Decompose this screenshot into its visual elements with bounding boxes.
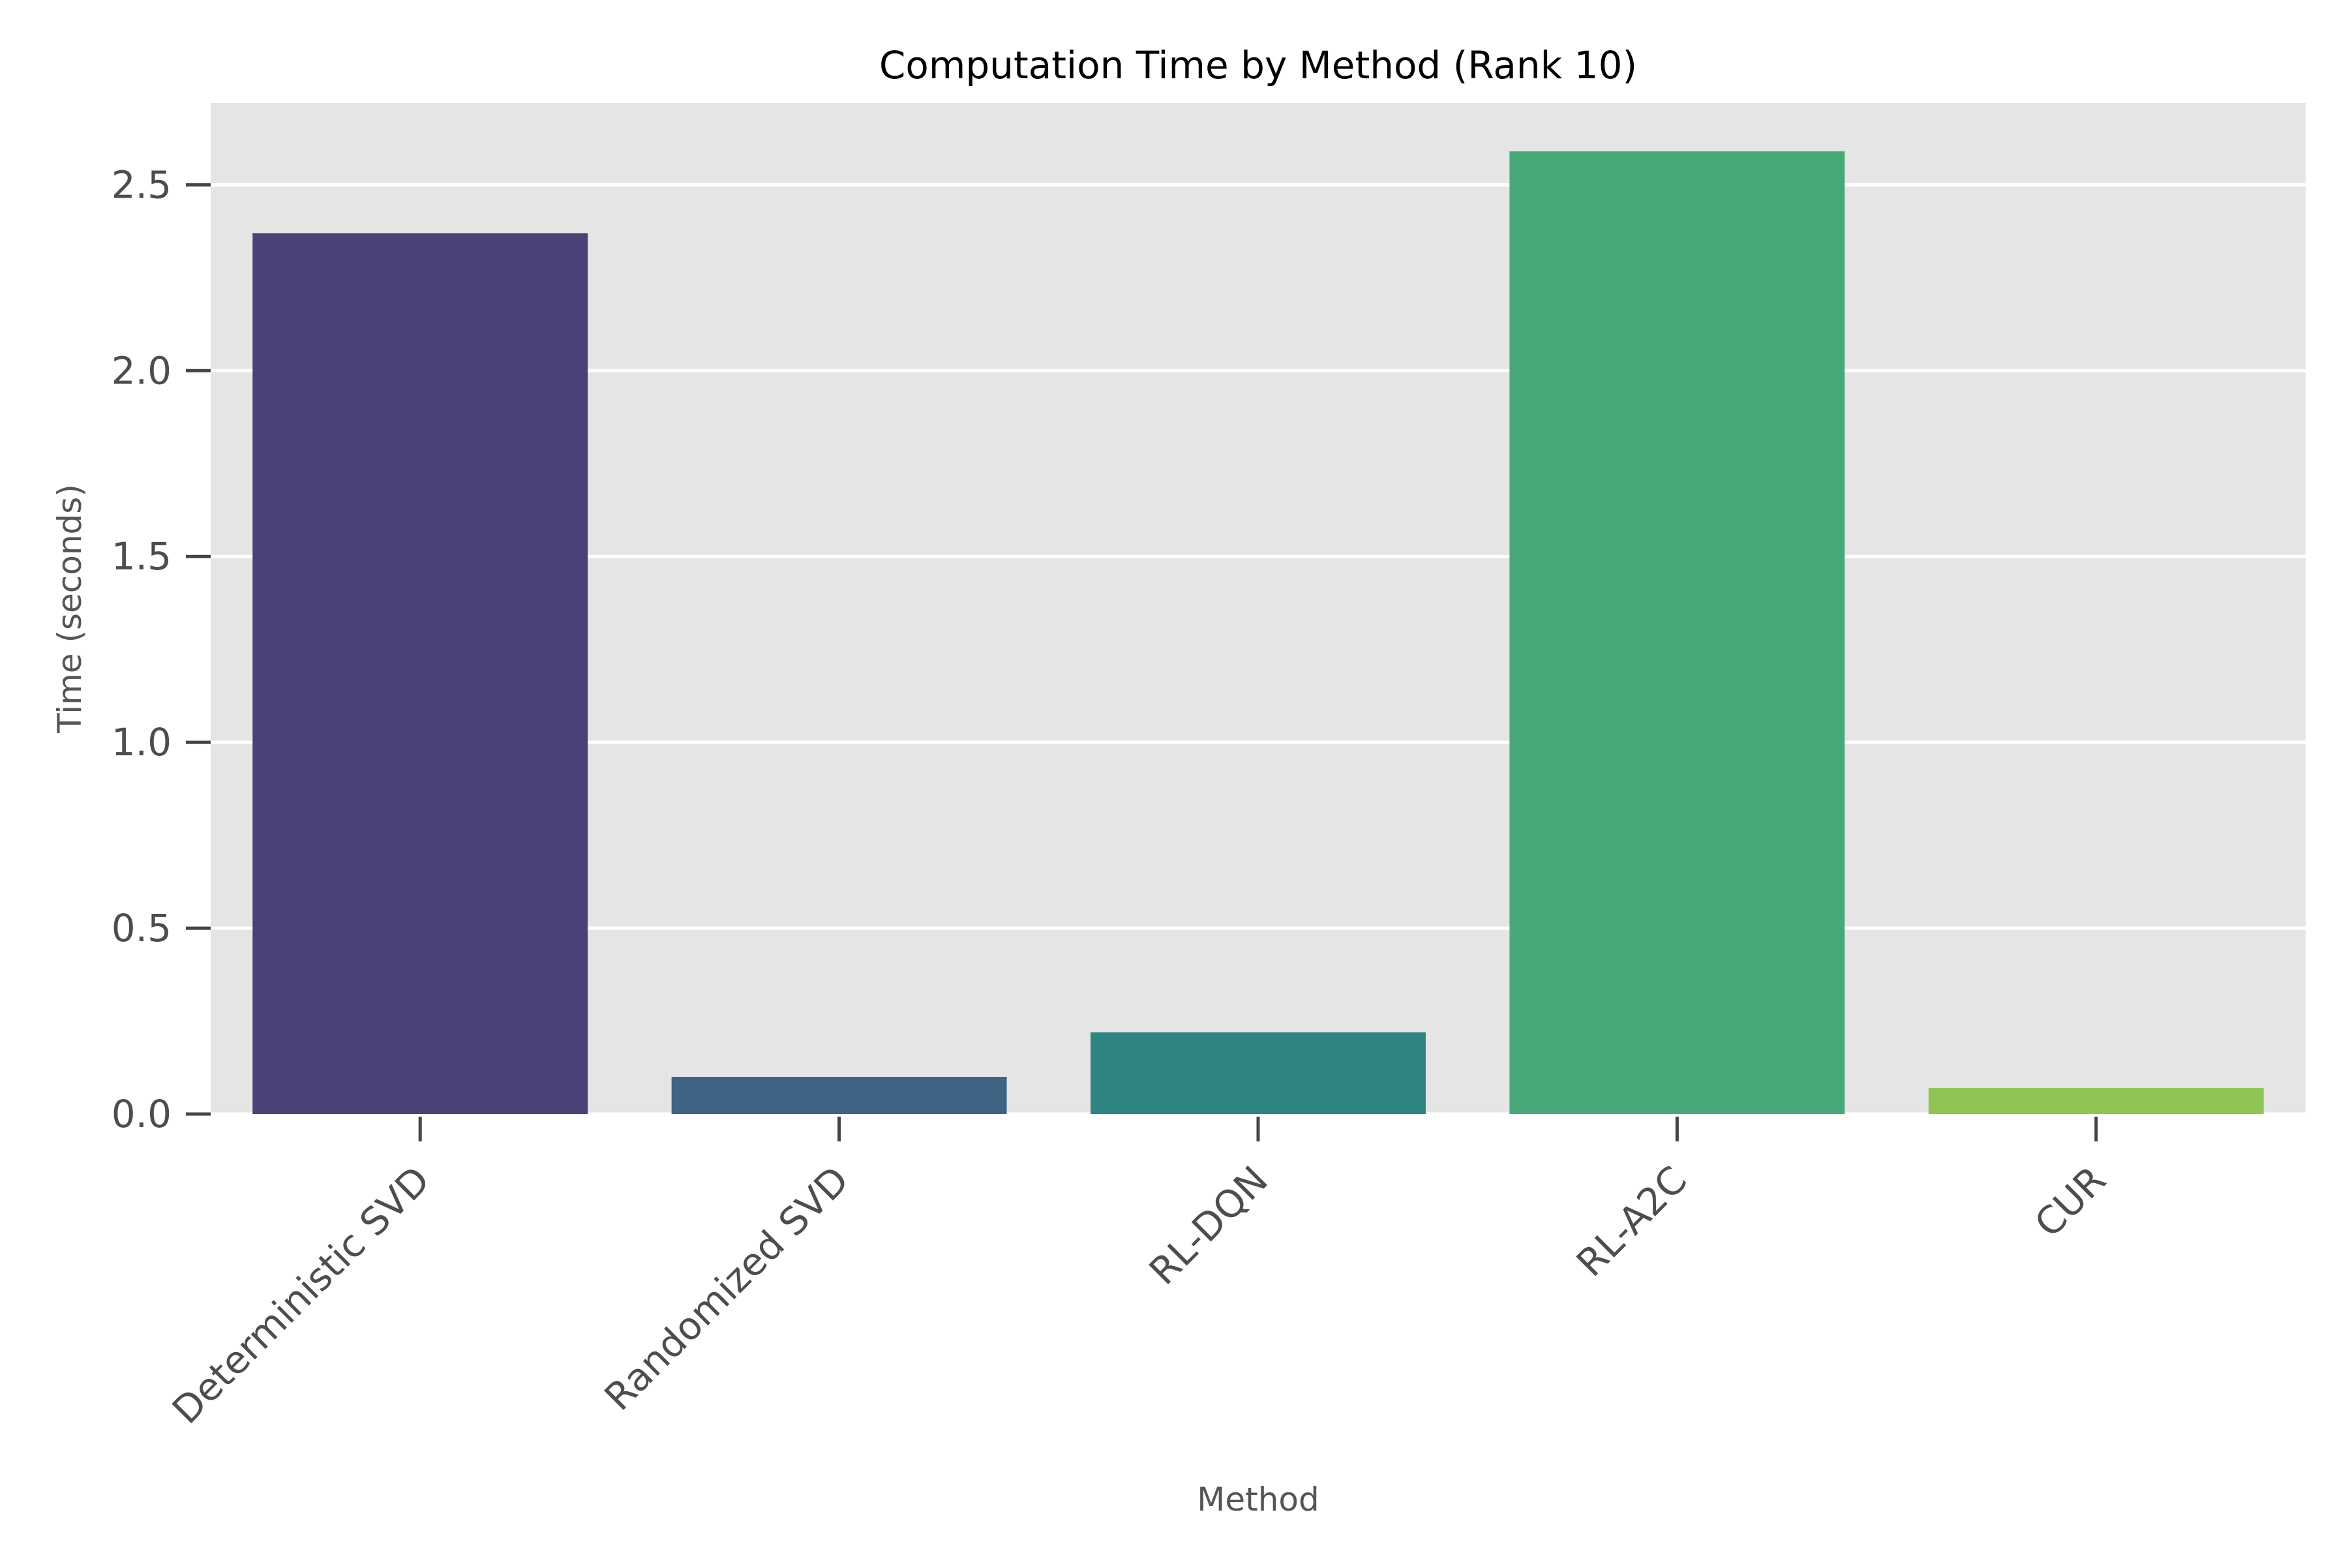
y-axis: 0.0 0.5 1.0 1.5 2.0 2.5 <box>112 162 211 1136</box>
bar <box>1509 151 1845 1114</box>
y-tick-label: 2.5 <box>112 162 172 207</box>
x-axis: Deterministic SVD Randomized SVD RL-DQN RL-… <box>164 1117 2115 1432</box>
x-tick-label: Deterministic SVD <box>164 1158 438 1432</box>
y-tick-label: 1.5 <box>112 534 172 579</box>
x-tick-label: RL-A2C <box>1568 1158 1695 1285</box>
x-tick-label: RL-DQN <box>1141 1158 1276 1293</box>
y-tick-label: 2.0 <box>112 348 172 393</box>
bar <box>252 233 588 1115</box>
y-tick-label: 0.0 <box>112 1092 172 1136</box>
chart-title: Computation Time by Method (Rank 10) <box>879 43 1637 87</box>
bars <box>252 151 2264 1115</box>
y-axis-label: Time (seconds) <box>51 484 89 734</box>
bar <box>1091 1032 1426 1114</box>
x-tick-label: Randomized SVD <box>596 1158 858 1419</box>
x-axis-label: Method <box>1197 1481 1319 1518</box>
bar <box>1928 1088 2264 1114</box>
bar <box>671 1077 1007 1114</box>
y-tick-label: 0.5 <box>112 906 172 950</box>
x-tick-label: CUR <box>2026 1158 2114 1246</box>
y-tick-label: 1.0 <box>112 720 172 764</box>
